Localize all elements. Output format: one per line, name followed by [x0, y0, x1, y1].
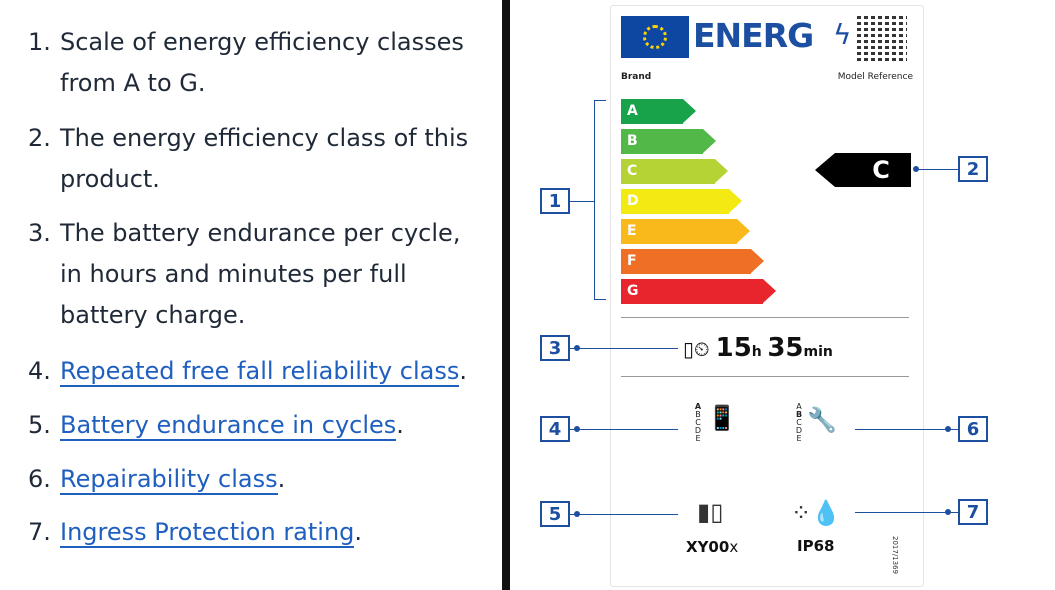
repairability-scale: A B C D E — [794, 403, 804, 443]
battery-cycles-value: XY00x — [686, 538, 738, 556]
list-text: in hours and minutes per full — [60, 260, 407, 288]
endurance-hours: 15 — [715, 333, 752, 363]
hours-unit: h — [751, 344, 762, 360]
product-class-indicator: C — [815, 153, 911, 187]
separator — [621, 376, 909, 377]
minutes-unit: min — [803, 344, 833, 360]
list-number: 5. — [28, 411, 51, 439]
cycles-suffix: x — [729, 538, 739, 556]
callout-line — [570, 201, 594, 202]
list-text: product. — [60, 165, 160, 193]
callout-5: 5 — [540, 501, 570, 527]
list-item-1: 1. Scale of energy efficiency classes fr… — [28, 22, 464, 97]
list-item-2: 2. The energy efficiency class of this p… — [28, 118, 468, 193]
battery-cycles-icon: ▮▯ — [697, 498, 724, 526]
list-punct: . — [396, 411, 404, 439]
class-bar-e: E — [621, 219, 750, 244]
list-text: The battery endurance per cycle, — [60, 219, 461, 247]
scale-letter: D — [795, 426, 803, 435]
scale-letter: E — [796, 434, 802, 443]
callout-dot — [574, 426, 580, 432]
callout-dot — [574, 345, 580, 351]
free-fall-scale: A B C D E — [693, 403, 703, 443]
ingress-protection-link[interactable]: Ingress Protection rating — [60, 518, 355, 548]
brand-label: Brand — [621, 72, 652, 82]
callout-dot — [945, 426, 951, 432]
list-punct: . — [277, 465, 286, 493]
class-bar-g: G — [621, 279, 776, 304]
list-item-3: 3. The battery endurance per cycle, in h… — [28, 213, 460, 329]
scale-letter: C — [695, 418, 701, 427]
wrench-screwdriver-icon: 🔧 — [807, 406, 837, 434]
cycles-number: XY00 — [686, 538, 730, 556]
class-scale-bracket — [594, 100, 606, 300]
eu-flag-icon — [621, 16, 689, 58]
list-number: 6. — [28, 465, 51, 493]
callout-6: 6 — [958, 416, 988, 442]
scale-letter: A — [796, 402, 802, 411]
energy-wordmark: ENERG — [693, 16, 814, 55]
dust-water-icon: ⁘💧 — [791, 499, 841, 527]
energy-label: ENERG ϟ Brand Model Reference A B C D E … — [610, 5, 924, 587]
scale-letter: E — [695, 434, 701, 443]
list-punct: . — [459, 357, 468, 385]
battery-clock-icon: ▯⏲ — [683, 337, 710, 361]
callout-4: 4 — [540, 416, 570, 442]
repairability-class-link[interactable]: Repairability class — [60, 465, 278, 495]
ip-rating-value: IP68 — [797, 537, 835, 555]
list-number: 1. — [28, 28, 51, 56]
regulation-number: 2017/1369 — [891, 536, 899, 574]
battery-endurance: ▯⏲ 15h 35min — [683, 333, 833, 363]
list-number: 7. — [28, 518, 51, 546]
dropping-phone-icon: 📱 — [707, 404, 737, 432]
callout-7: 7 — [958, 499, 988, 525]
callout-2: 2 — [958, 156, 988, 182]
qr-code-icon — [857, 14, 907, 64]
separator — [621, 317, 909, 318]
callout-line — [855, 429, 958, 430]
endurance-minutes: 35 — [767, 333, 804, 363]
scale-letter: B — [795, 410, 803, 419]
battery-endurance-cycles-link[interactable]: Battery endurance in cycles — [60, 411, 397, 441]
class-bar-d: D — [621, 189, 742, 214]
callout-line — [855, 512, 958, 513]
class-bar-b: B — [621, 129, 716, 154]
class-bar-a: A — [621, 99, 696, 124]
class-bar-c: C — [621, 159, 728, 184]
list-item-5: 5. Battery endurance in cycles. — [28, 405, 404, 446]
callout-line — [570, 514, 678, 515]
scale-letter: D — [694, 426, 702, 435]
callout-dot — [574, 511, 580, 517]
vertical-divider — [502, 0, 510, 590]
list-text: Scale of energy efficiency classes — [60, 28, 464, 56]
model-reference-label: Model Reference — [837, 72, 913, 82]
list-number: 2. — [28, 124, 51, 152]
list-punct: . — [354, 518, 363, 546]
callout-line — [916, 169, 958, 170]
scale-letter: C — [796, 418, 802, 427]
list-number: 4. — [28, 357, 51, 385]
list-item-7: 7. Ingress Protection rating. — [28, 512, 362, 553]
list-item-4: 4. Repeated free fall reliability class. — [28, 351, 467, 392]
callout-1: 1 — [540, 188, 570, 214]
list-text: battery charge. — [60, 301, 246, 329]
free-fall-reliability-link[interactable]: Repeated free fall reliability class — [60, 357, 460, 387]
list-text: The energy efficiency class of this — [60, 124, 469, 152]
scale-letter: B — [695, 410, 701, 419]
class-bar-f: F — [621, 249, 764, 274]
lightning-bolt-icon: ϟ — [833, 18, 852, 51]
list-text: from A to G. — [60, 69, 206, 97]
scale-letter: A — [694, 402, 702, 411]
callout-dot — [945, 509, 951, 515]
callout-line — [570, 348, 678, 349]
list-number: 3. — [28, 219, 51, 247]
callout-line — [570, 429, 678, 430]
callout-3: 3 — [540, 335, 570, 361]
list-item-6: 6. Repairability class. — [28, 459, 285, 500]
